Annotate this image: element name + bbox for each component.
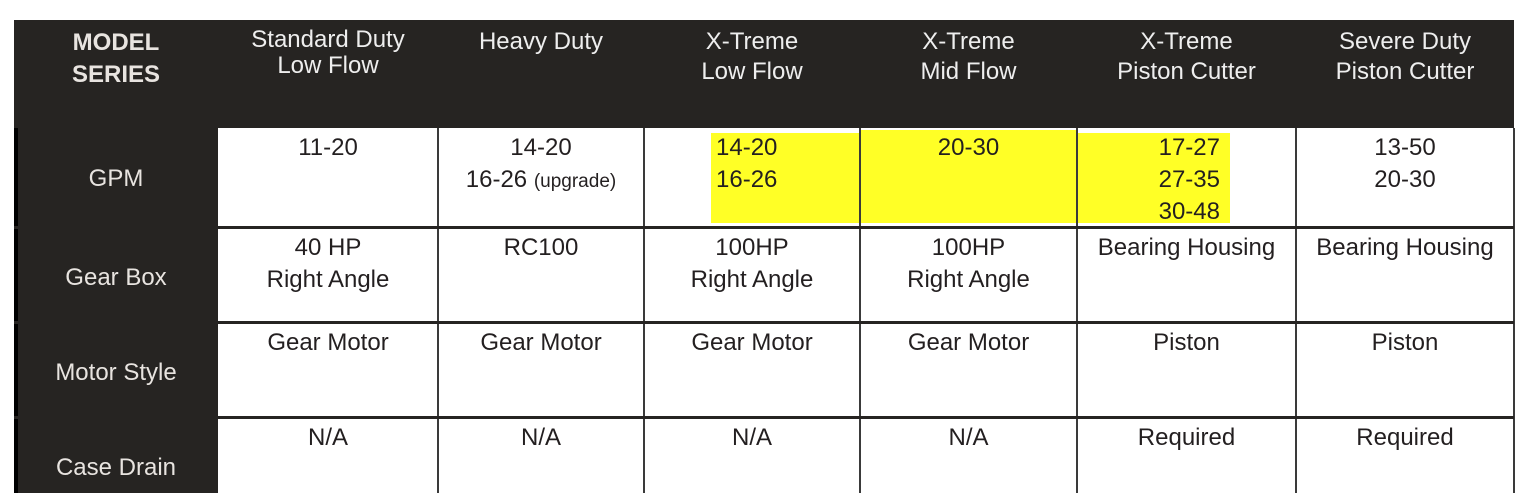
table-cell: 100HP Right Angle — [860, 232, 1077, 296]
column-header-xtreme-mid-flow: X-Treme Mid Flow — [860, 27, 1077, 87]
cell-line: RC100 — [503, 234, 579, 261]
header-line: Mid Flow — [920, 58, 1017, 85]
column-divider — [643, 128, 645, 493]
cell-line: 30-48 — [1158, 198, 1220, 225]
cell-line: Right Angle — [690, 266, 814, 293]
table-cell: Gear Motor — [267, 329, 389, 356]
row-label-column — [14, 128, 218, 493]
cell-line: 100HP — [715, 234, 789, 261]
cell-value: 16-26 — [465, 166, 528, 193]
cell-line: Bearing Housing — [1316, 234, 1494, 261]
column-divider — [859, 128, 861, 493]
cell-line: 27-35 — [1158, 166, 1220, 193]
column-header-xtreme-piston-cutter: X-Treme Piston Cutter — [1077, 27, 1296, 87]
header-line: Low Flow — [701, 58, 803, 85]
table-cell: 20-30 — [860, 132, 1077, 164]
table-cell: 100HP Right Angle — [644, 232, 860, 296]
cell-line: 14-20 — [510, 134, 572, 161]
row-label-gpm: GPM — [88, 165, 144, 192]
row-label-gear-box: Gear Box — [65, 264, 167, 291]
table-cell: Bearing Housing — [1296, 232, 1514, 264]
column-header-standard-duty: Standard Duty Low Flow — [218, 27, 438, 79]
cell-line: 13-50 — [1374, 134, 1436, 161]
column-divider — [1295, 128, 1297, 493]
cell-line: 17-27 — [1158, 134, 1220, 161]
cell-line: 16-26 (upgrade) — [438, 164, 644, 198]
header-line: Piston Cutter — [1335, 58, 1475, 85]
table-cell: 13-50 20-30 — [1296, 132, 1514, 196]
table-cell: 14-20 16-26 (upgrade) — [438, 132, 644, 198]
cell-line: 11-20 — [298, 134, 358, 161]
highlight-xtreme-piston-cutter — [1078, 133, 1230, 223]
header-line: X-Treme — [922, 28, 1015, 55]
table-cell: 11-20 — [218, 132, 438, 164]
highlight-xtreme-low-flow — [711, 133, 860, 223]
table-cell: RC100 — [438, 232, 644, 264]
column-divider — [437, 128, 439, 493]
cell-line: 40 HP — [294, 234, 362, 261]
column-header-severe-duty: Severe Duty Piston Cutter — [1296, 27, 1514, 87]
table-cell: N/A — [731, 424, 772, 451]
row-divider — [14, 226, 1514, 229]
header-line: X-Treme — [1140, 28, 1233, 55]
column-header-xtreme-low-flow: X-Treme Low Flow — [644, 27, 860, 87]
table-header — [14, 20, 1514, 128]
table-cell: Piston — [1153, 329, 1220, 356]
row-divider — [14, 321, 1514, 324]
table-cell: Required — [1137, 424, 1236, 451]
table-cell: Gear Motor — [907, 329, 1030, 356]
cell-line: Right Angle — [907, 266, 1030, 293]
table-cell: 14-20 16-26 — [716, 132, 856, 196]
column-divider — [1513, 128, 1515, 493]
column-header-heavy-duty: Heavy Duty — [438, 27, 644, 57]
cell-line: 20-30 — [1374, 166, 1436, 193]
highlight-xtreme-mid-flow — [861, 130, 1077, 223]
table-cell: Gear Motor — [691, 329, 813, 356]
row-label-case-drain: Case Drain — [55, 454, 177, 481]
cell-line: 16-26 — [716, 166, 778, 193]
model-series-heading: MODEL SERIES — [14, 27, 218, 91]
cell-line: Right Angle — [266, 266, 390, 293]
upgrade-note: (upgrade) — [533, 171, 617, 192]
cell-line: Bearing Housing — [1097, 234, 1276, 261]
cell-line: 100HP — [931, 234, 1006, 261]
table-cell: N/A — [948, 424, 989, 451]
row-label-motor-style: Motor Style — [55, 359, 177, 386]
table-cell: Piston — [1371, 329, 1439, 356]
row-divider — [14, 416, 1514, 419]
header-line: Heavy Duty — [478, 28, 604, 55]
table-cell: 17-27 27-35 30-48 — [1080, 132, 1220, 228]
heading-line: MODEL — [72, 29, 160, 56]
table-cell: Required — [1356, 424, 1454, 451]
header-line: Standard Duty — [251, 26, 405, 53]
header-line: Severe Duty — [1338, 28, 1472, 55]
cell-line: 14-20 — [716, 134, 778, 161]
header-line: Low Flow — [277, 52, 379, 79]
heading-line: SERIES — [71, 61, 161, 88]
table-cell: Bearing Housing — [1077, 232, 1296, 264]
header-line: Piston Cutter — [1117, 58, 1256, 85]
table-cell: N/A — [520, 424, 561, 451]
column-divider — [1076, 128, 1078, 493]
header-line: X-Treme — [705, 28, 799, 55]
table-cell: 40 HP Right Angle — [218, 232, 438, 296]
table-cell: Gear Motor — [480, 329, 602, 356]
table-cell: N/A — [307, 424, 348, 451]
cell-line: 20-30 — [937, 134, 1000, 161]
